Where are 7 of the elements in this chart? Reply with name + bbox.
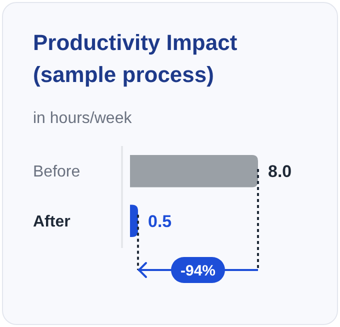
data-label: 8.0 (268, 162, 292, 182)
chart-subtitle: in hours/week (33, 110, 133, 127)
y-tick-label: After (33, 213, 70, 230)
y-tick-label: Before (33, 164, 80, 181)
annotation: -94% (180, 262, 216, 280)
chart-title: Productivity Impact (sample process) (33, 30, 238, 87)
data-label: 0.5 (148, 212, 172, 231)
